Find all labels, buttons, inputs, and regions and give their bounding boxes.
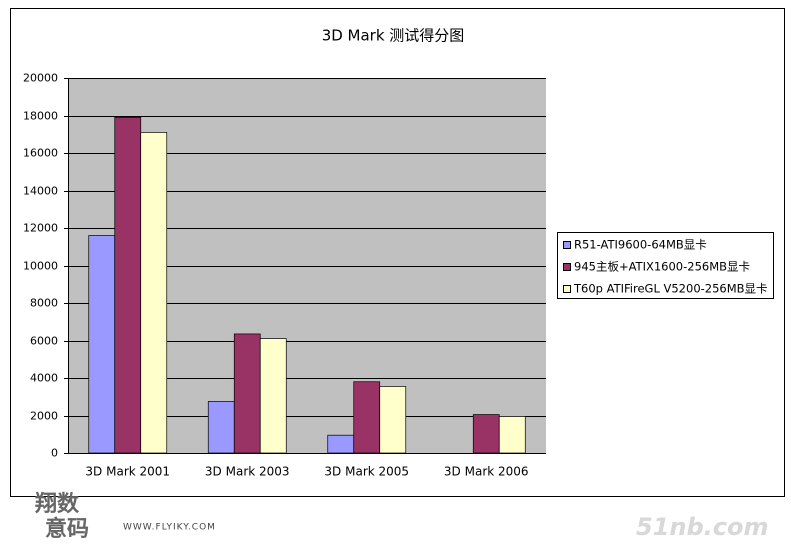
bar [327, 434, 355, 454]
legend-swatch [563, 263, 571, 271]
x-tick-label: 3D Mark 2005 [324, 465, 409, 479]
y-tick-label: 4000 [30, 372, 58, 385]
y-tick-label: 14000 [23, 185, 58, 198]
legend-label: T60p ATIFireGL V5200-256MB显卡 [573, 282, 768, 296]
legend-swatch [563, 241, 571, 249]
y-tick-label: 8000 [30, 297, 58, 310]
legend [557, 232, 774, 299]
legend-swatch [563, 285, 571, 293]
watermark: WWW.FLYIKY.COM [123, 523, 216, 533]
bar [472, 414, 500, 454]
chart-title: 3D Mark 测试得分图 [322, 27, 465, 45]
bar [353, 381, 381, 454]
y-tick-label: 6000 [30, 335, 58, 348]
y-tick-label: 0 [51, 447, 58, 460]
watermark: 翔数 [34, 491, 80, 517]
bar [140, 132, 168, 454]
y-tick-label: 10000 [23, 260, 58, 273]
x-tick-label: 3D Mark 2003 [205, 465, 290, 479]
x-tick-label: 3D Mark 2001 [85, 465, 170, 479]
x-tick-label: 3D Mark 2006 [444, 465, 529, 479]
watermark: 51nb.com [636, 513, 769, 541]
bar [114, 117, 142, 454]
bar [88, 235, 116, 454]
y-tick-label: 16000 [23, 147, 58, 160]
y-tick-label: 2000 [30, 410, 58, 423]
y-tick-label: 12000 [23, 222, 58, 235]
bar [498, 416, 526, 454]
legend-items: R51-ATI9600-64MB显卡 945主板+ATIX1600-256MB显卡… [563, 238, 768, 296]
y-tick-label: 18000 [23, 110, 58, 123]
bar [233, 333, 261, 454]
legend-label: 945主板+ATIX1600-256MB显卡 [574, 260, 750, 274]
legend-label: R51-ATI9600-64MB显卡 [574, 238, 707, 252]
bar [207, 401, 235, 454]
watermark: 意码 [45, 516, 89, 542]
bar [379, 386, 407, 454]
bar [259, 338, 287, 454]
y-tick-label: 20000 [23, 72, 58, 85]
